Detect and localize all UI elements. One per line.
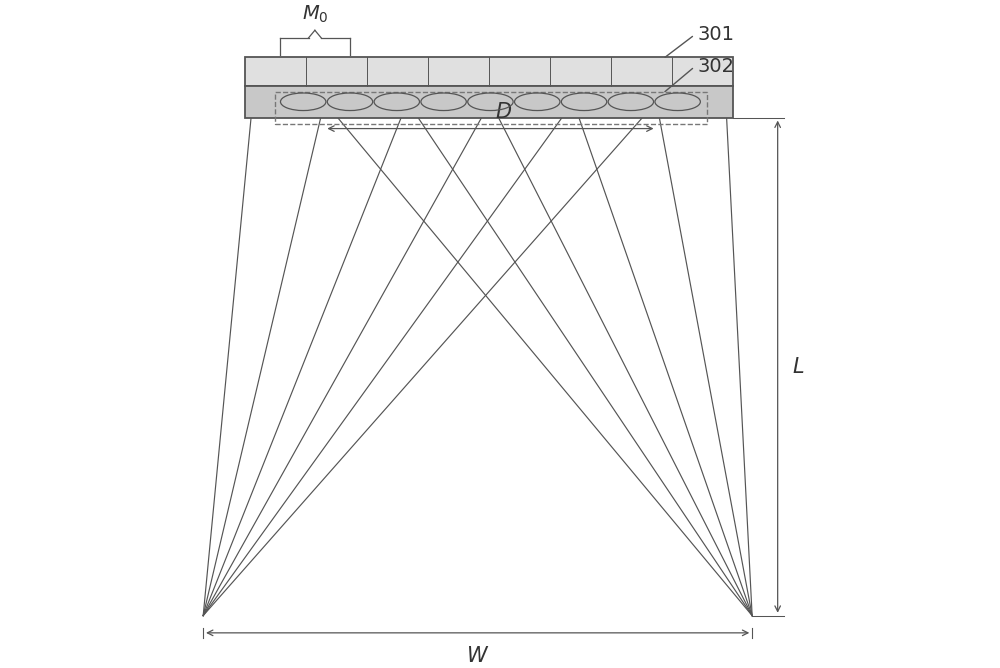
Text: $D$: $D$	[495, 102, 512, 122]
Text: 302: 302	[698, 57, 735, 76]
Bar	[275, 92, 707, 124]
FancyBboxPatch shape	[245, 57, 733, 86]
FancyBboxPatch shape	[245, 86, 733, 118]
Text: $M_0$: $M_0$	[302, 4, 328, 25]
Text: 301: 301	[698, 25, 735, 44]
Text: $W$: $W$	[466, 645, 489, 665]
Text: $L$: $L$	[792, 357, 804, 377]
